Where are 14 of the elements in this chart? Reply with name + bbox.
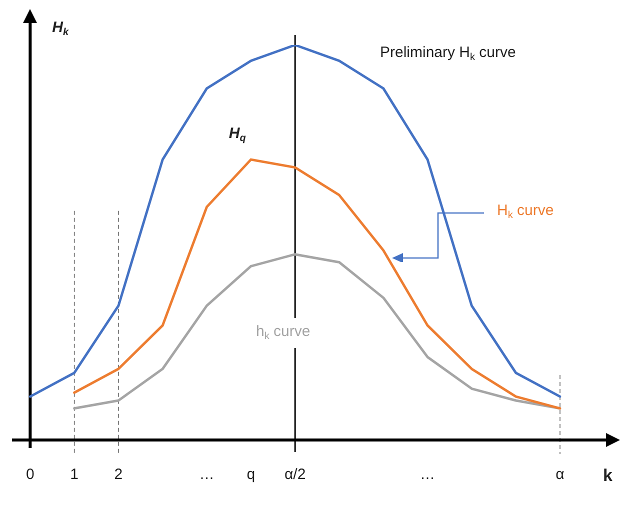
text: H$_{k}$ curve	[497, 202, 554, 221]
x-tick-label: α/2	[284, 466, 306, 484]
x-tick-label: 1	[70, 466, 78, 484]
x-tick-label: 0	[26, 466, 34, 484]
x-axis-title: k	[603, 466, 612, 485]
series-label: Preliminary H$_{k}$ curve	[380, 44, 516, 63]
x-tick-label: …	[420, 466, 436, 484]
x-tick-label: 2	[114, 466, 123, 484]
text: h$_{k}$ curve	[256, 318, 310, 348]
x-tick-label: q	[246, 466, 256, 484]
x-tick-label: …	[199, 466, 214, 484]
x-tick-label: α	[556, 466, 565, 484]
y-axis-title: H$_{k}$	[52, 19, 69, 38]
annotation: H$_{q}$	[228, 124, 246, 144]
